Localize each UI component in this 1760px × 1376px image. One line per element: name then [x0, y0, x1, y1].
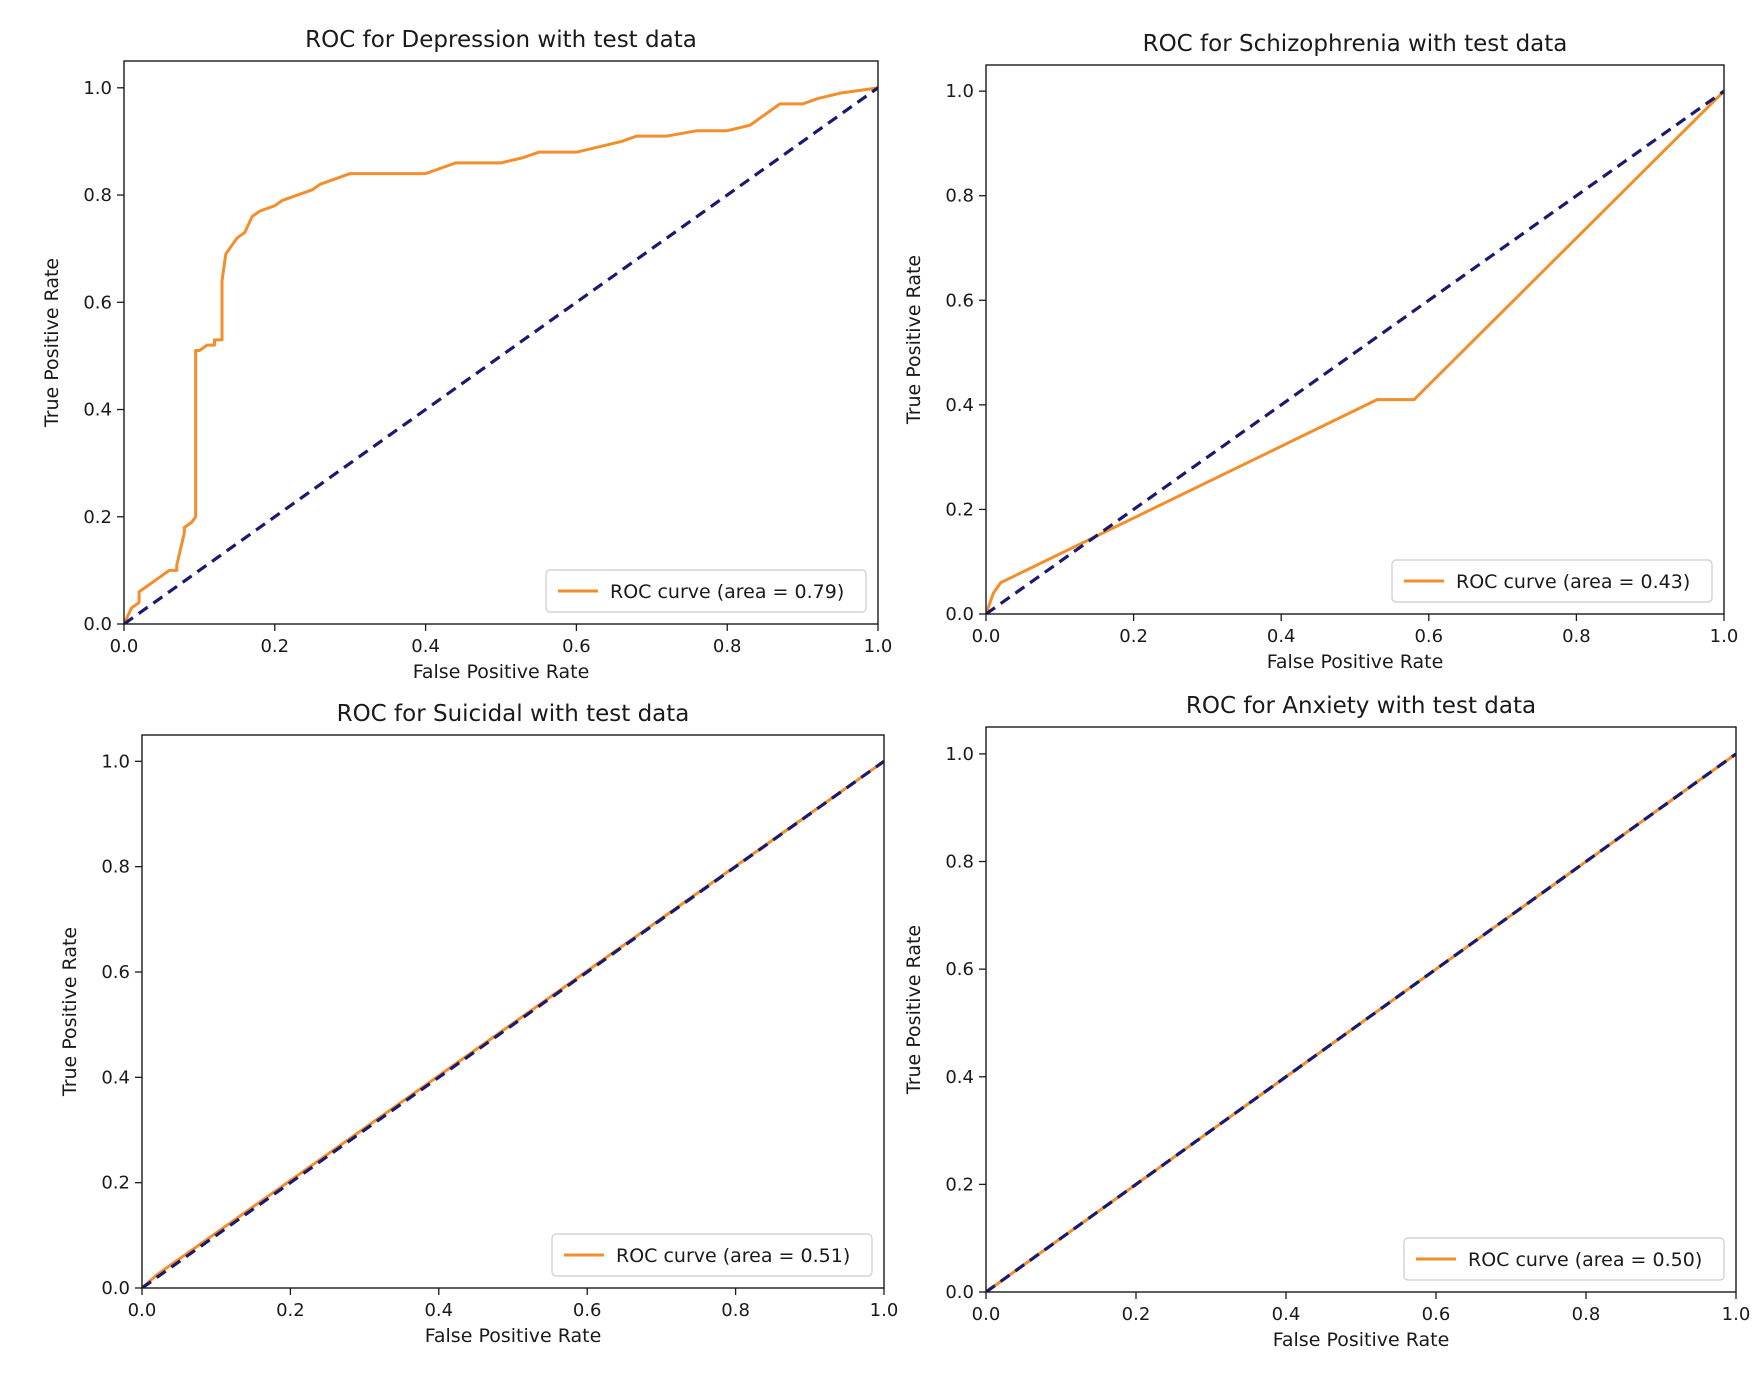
legend-label: ROC curve (area = 0.50) — [1468, 1249, 1702, 1271]
x-axis-label: False Positive Rate — [1273, 1329, 1450, 1351]
legend-label: ROC curve (area = 0.43) — [1456, 571, 1690, 593]
y-tick-label: 1.0 — [945, 744, 974, 765]
y-tick-label: 0.6 — [83, 292, 112, 313]
y-tick-label: 0.2 — [945, 499, 974, 520]
roc-curve-line — [124, 86, 878, 624]
y-tick-label: 0.0 — [101, 1278, 130, 1299]
legend-label: ROC curve (area = 0.51) — [616, 1245, 850, 1267]
x-tick-label: 0.6 — [1422, 1304, 1451, 1325]
x-tick-label: 0.0 — [128, 1300, 157, 1321]
x-tick-label: 0.8 — [1572, 1304, 1601, 1325]
plot-frame — [985, 64, 1725, 615]
y-tick-label: 1.0 — [83, 78, 112, 99]
chart-panel-4: ROC for Anxiety with test data 0.0 0.2 0.4 0… — [903, 693, 1750, 1351]
x-axis-label: False Positive Rate — [413, 661, 590, 683]
chart-title: ROC for Schizophrenia with test data — [1143, 31, 1568, 57]
x-tick-label: 0.6 — [562, 636, 591, 657]
y-tick-label: 0.0 — [945, 604, 974, 625]
y-tick-label: 1.0 — [101, 751, 130, 772]
chart-title: ROC for Suicidal with test data — [337, 701, 690, 727]
y-axis-label: True Positive Rate — [903, 255, 925, 425]
x-tick-label: 0.6 — [1414, 626, 1443, 647]
y-tick-label: 0.8 — [101, 857, 130, 878]
legend-box — [545, 569, 867, 613]
y-tick-label: 0.2 — [101, 1173, 130, 1194]
legend-box — [1403, 1237, 1725, 1281]
x-tick-label: 0.6 — [573, 1300, 602, 1321]
y-tick-label: 0.8 — [945, 186, 974, 207]
chart-title: ROC for Anxiety with test data — [1186, 693, 1536, 719]
x-tick-label: 0.2 — [276, 1300, 305, 1321]
legend: ROC curve (area = 0.51) — [551, 1233, 873, 1277]
y-tick-label: 0.6 — [945, 959, 974, 980]
x-tick-label: 0.0 — [972, 1304, 1001, 1325]
x-tick-label: 0.8 — [713, 636, 742, 657]
x-tick-label: 1.0 — [1710, 626, 1739, 647]
x-tick-label: 0.8 — [1562, 626, 1591, 647]
chart-panel-3: ROC for Suicidal with test data 0.0 0.2 0.4… — [59, 701, 898, 1347]
chance-diagonal-line — [124, 86, 878, 624]
x-tick-label: 0.2 — [1122, 1304, 1151, 1325]
chance-diagonal-line — [142, 760, 884, 1288]
x-tick-label: 0.4 — [1272, 1304, 1301, 1325]
legend: ROC curve (area = 0.79) — [545, 569, 867, 613]
legend-label: ROC curve (area = 0.79) — [610, 581, 844, 603]
x-tick-label: 0.0 — [110, 636, 139, 657]
y-axis-label: True Positive Rate — [59, 927, 81, 1097]
chance-diagonal-line — [986, 752, 1736, 1292]
y-tick-label: 0.6 — [101, 962, 130, 983]
y-tick-label: 0.2 — [945, 1174, 974, 1195]
x-tick-label: 1.0 — [1722, 1304, 1751, 1325]
x-tick-label: 1.0 — [864, 636, 893, 657]
legend-box — [551, 1233, 873, 1277]
legend: ROC curve (area = 0.43) — [1391, 559, 1713, 603]
plot-frame — [123, 60, 879, 625]
y-tick-label: 0.8 — [83, 185, 112, 206]
y-tick-label: 0.0 — [83, 614, 112, 635]
y-tick-label: 0.4 — [945, 395, 974, 416]
x-tick-label: 0.4 — [411, 636, 440, 657]
x-axis-label: False Positive Rate — [1267, 651, 1444, 673]
plot-frame — [985, 726, 1737, 1293]
y-tick-label: 0.4 — [945, 1067, 974, 1088]
chart-title: ROC for Depression with test data — [305, 27, 697, 53]
y-tick-label: 0.2 — [83, 507, 112, 528]
roc-curve-line — [986, 90, 1724, 614]
y-tick-label: 0.4 — [101, 1067, 130, 1088]
y-tick-label: 0.6 — [945, 290, 974, 311]
plot-frame — [141, 734, 885, 1289]
y-axis-label: True Positive Rate — [903, 925, 925, 1095]
y-tick-label: 0.4 — [83, 400, 112, 421]
x-tick-label: 0.8 — [721, 1300, 750, 1321]
x-tick-label: 0.4 — [1267, 626, 1296, 647]
y-axis-label: True Positive Rate — [41, 258, 63, 428]
chart-panel-1: ROC for Depression with test data 0.0 0.2 0… — [41, 27, 892, 683]
x-axis-label: False Positive Rate — [425, 1325, 602, 1347]
y-tick-label: 0.0 — [945, 1282, 974, 1303]
y-tick-label: 1.0 — [945, 81, 974, 102]
x-tick-label: 0.2 — [260, 636, 289, 657]
legend-box — [1391, 559, 1713, 603]
x-tick-label: 0.0 — [972, 626, 1001, 647]
legend: ROC curve (area = 0.50) — [1403, 1237, 1725, 1281]
x-tick-label: 1.0 — [870, 1300, 899, 1321]
chance-diagonal-line — [986, 89, 1724, 614]
x-tick-label: 0.4 — [424, 1300, 453, 1321]
x-tick-label: 0.2 — [1119, 626, 1148, 647]
y-tick-label: 0.8 — [945, 852, 974, 873]
